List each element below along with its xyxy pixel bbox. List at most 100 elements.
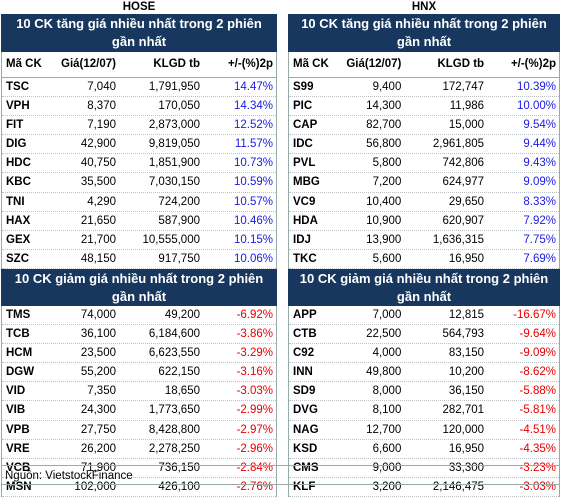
- stock-code: IDC: [293, 138, 313, 151]
- hnx-panel: 10 CK tăng giá nhiều nhất trong 2 phiên …: [288, 14, 560, 497]
- stock-code: TCB: [6, 328, 30, 341]
- stock-code: HCM: [6, 347, 33, 360]
- volume-cell: 29,650: [448, 195, 485, 208]
- volume-cell: 120,000: [442, 423, 485, 436]
- stock-code: VRE: [6, 442, 30, 455]
- change-cell: -2.97%: [236, 423, 273, 436]
- table-row: APP 7,000 12,815 -16.67%: [289, 306, 559, 326]
- volume-cell: 2,873,000: [148, 119, 200, 132]
- table-row: SD9 8,000 36,150 -5.88%: [289, 382, 559, 402]
- volume-cell: 2,961,805: [432, 138, 485, 151]
- volume-cell: 1,851,900: [148, 157, 200, 170]
- change-cell: -6.92%: [236, 308, 273, 321]
- change-cell: 8.33%: [523, 195, 556, 208]
- stock-code: KBC: [6, 176, 31, 189]
- price-cell: 21,700: [80, 233, 116, 246]
- stock-code: IDJ: [293, 233, 311, 246]
- price-cell: 6,600: [372, 442, 402, 455]
- price-cell: 7,350: [87, 385, 116, 398]
- change-cell: -4.35%: [519, 442, 556, 455]
- col-volume-header: KLGD tb: [153, 58, 200, 70]
- hose-gainers-rows: TSC 7,040 1,791,950 14.47% VPH 8,370 170,050 14…: [1, 78, 277, 269]
- change-cell: -3.16%: [236, 366, 273, 379]
- price-cell: 74,000: [80, 308, 116, 321]
- stock-code: NAG: [293, 423, 319, 436]
- table-row: TMS 74,000 49,200 -6.92%: [2, 306, 276, 326]
- hnx-exchange-label: HNX: [411, 1, 437, 13]
- stock-code: SD9: [293, 385, 316, 398]
- table-row: NAG 12,700 120,000 -4.51%: [289, 421, 559, 440]
- volume-cell: 10,200: [448, 366, 485, 379]
- stock-code: TSC: [6, 81, 29, 93]
- change-cell: -5.81%: [519, 404, 556, 417]
- table-row: VIB 24,300 1,773,650 -2.99%: [2, 401, 276, 421]
- stock-code: DIG: [6, 138, 27, 151]
- price-cell: 9,000: [372, 461, 402, 474]
- volume-cell: 1,791,950: [148, 81, 200, 93]
- change-cell: 10.73%: [233, 157, 273, 170]
- change-cell: 9.54%: [523, 119, 556, 132]
- price-cell: 14,300: [366, 100, 402, 113]
- table-row: DGW 55,200 622,150 -3.16%: [2, 363, 276, 383]
- hose-exchange-label: HOSE: [122, 1, 156, 13]
- volume-cell: 1,636,315: [432, 233, 485, 246]
- table-row: KSD 6,600 16,950 -4.35%: [289, 440, 559, 459]
- stock-code: KSD: [293, 442, 318, 455]
- stock-code: CTB: [293, 328, 317, 341]
- stock-code: HDC: [6, 157, 31, 170]
- price-cell: 10,900: [366, 214, 402, 227]
- stock-code: INN: [293, 366, 313, 379]
- volume-cell: 9,819,050: [148, 138, 200, 151]
- price-cell: 71,900: [80, 461, 116, 474]
- stock-code: CAP: [293, 119, 318, 132]
- stock-code: HDA: [293, 214, 318, 227]
- price-cell: 5,800: [372, 157, 402, 170]
- price-cell: 22,500: [366, 328, 402, 341]
- hose-gainers-header: Mã CK Giá(12/07) KLGD tb +/-(%)2p: [1, 52, 277, 78]
- volume-cell: 6,184,600: [148, 328, 200, 341]
- col-volume-header: KLGD tb: [437, 58, 485, 70]
- change-cell: -5.88%: [519, 385, 556, 398]
- price-cell: 8,100: [372, 404, 402, 417]
- table-row: HDC 40,750 1,851,900 10.73%: [2, 154, 276, 174]
- volume-cell: 11,986: [449, 100, 485, 113]
- table-row: VC9 10,400 29,650 8.33%: [289, 193, 559, 212]
- change-cell: -4.51%: [519, 423, 556, 436]
- change-cell: -3.23%: [519, 461, 556, 474]
- stock-code: FIT: [6, 119, 24, 132]
- stock-code: S99: [293, 81, 314, 93]
- source-note: Nguồn: VietstockFinance: [1, 465, 560, 485]
- volume-cell: 8,428,800: [148, 423, 200, 436]
- price-cell: 36,100: [80, 328, 116, 341]
- change-cell: -2.84%: [236, 461, 273, 474]
- stock-code: TKC: [293, 252, 317, 265]
- hnx-gainers-title: 10 CK tăng giá nhiều nhất trong 2 phiên …: [288, 14, 560, 52]
- stock-code: VC9: [293, 195, 316, 208]
- change-cell: -3.03%: [236, 385, 273, 398]
- change-cell: 7.92%: [523, 214, 556, 227]
- change-cell: 9.43%: [523, 157, 556, 170]
- stock-code: VCB: [6, 461, 31, 474]
- col-price-header: Giá(12/07): [346, 58, 402, 70]
- stock-code: APP: [293, 308, 317, 321]
- table-row: PVL 5,800 742,806 9.43%: [289, 154, 559, 174]
- volume-cell: 16,950: [448, 442, 485, 455]
- volume-cell: 7,030,150: [148, 176, 200, 189]
- stock-code: DGW: [6, 366, 35, 379]
- stock-code: C92: [293, 347, 315, 360]
- stock-code: CMS: [293, 461, 319, 474]
- table-row: TNI 4,290 724,200 10.57%: [2, 193, 276, 212]
- table-row: VCB 71,900 736,150 -2.84%: [2, 459, 276, 478]
- change-cell: -16.67%: [513, 308, 556, 321]
- change-cell: 11.57%: [234, 138, 273, 151]
- price-cell: 4,000: [372, 347, 402, 360]
- price-cell: 12,700: [366, 423, 402, 436]
- change-cell: 9.09%: [523, 176, 556, 189]
- volume-cell: 10,555,000: [142, 233, 200, 246]
- table-row: IDC 56,800 2,961,805 9.44%: [289, 135, 559, 155]
- price-cell: 8,370: [87, 100, 116, 113]
- table-row: VRE 26,200 2,278,250 -2.96%: [2, 440, 276, 459]
- price-cell: 42,900: [80, 138, 116, 151]
- volume-cell: 587,900: [158, 214, 200, 227]
- stock-code: VIB: [6, 404, 26, 417]
